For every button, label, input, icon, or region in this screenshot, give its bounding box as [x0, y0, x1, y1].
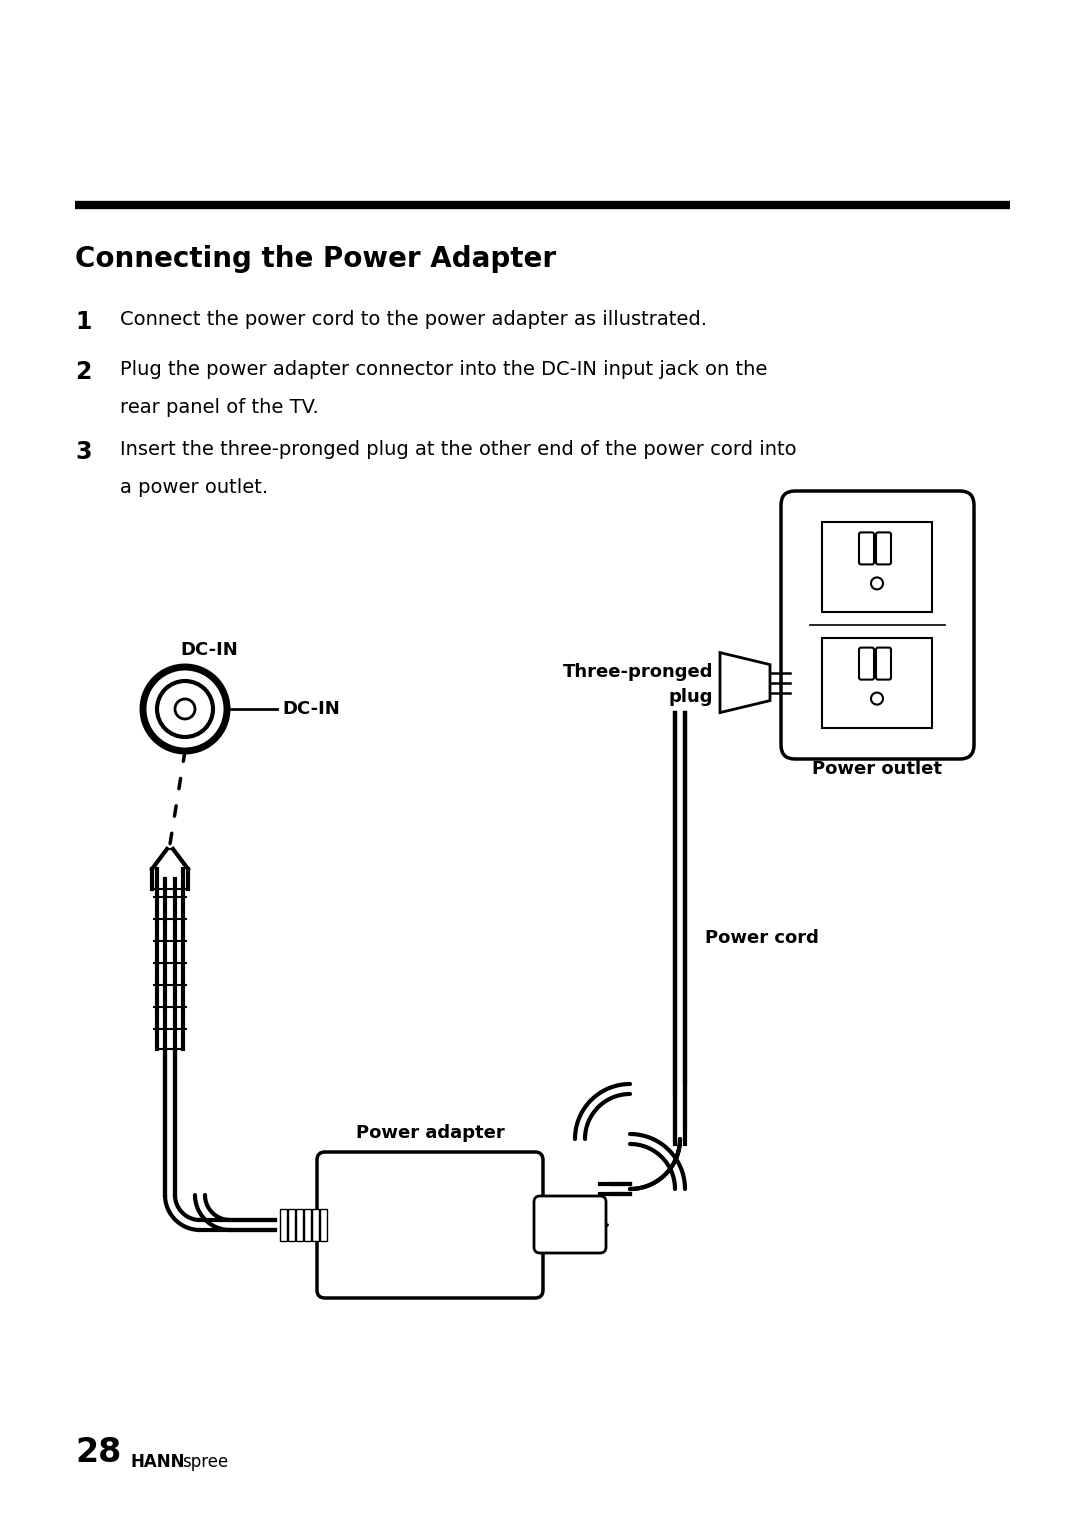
FancyBboxPatch shape [876, 532, 891, 564]
FancyBboxPatch shape [781, 491, 974, 758]
Text: Connect the power cord to the power adapter as illustrated.: Connect the power cord to the power adap… [120, 310, 707, 329]
Text: 2: 2 [75, 359, 92, 384]
Text: HANN: HANN [130, 1453, 185, 1471]
Polygon shape [320, 1209, 327, 1242]
Text: Power outlet: Power outlet [812, 760, 942, 778]
Text: 3: 3 [75, 440, 92, 463]
Text: rear panel of the TV.: rear panel of the TV. [120, 398, 319, 417]
Circle shape [870, 693, 883, 705]
Circle shape [175, 699, 195, 719]
Circle shape [143, 667, 227, 751]
Polygon shape [720, 653, 770, 713]
Circle shape [157, 680, 213, 737]
Text: a power outlet.: a power outlet. [120, 479, 268, 497]
FancyBboxPatch shape [822, 638, 932, 728]
FancyBboxPatch shape [534, 1196, 606, 1252]
Polygon shape [296, 1209, 303, 1242]
Text: Insert the three-pronged plug at the other end of the power cord into: Insert the three-pronged plug at the oth… [120, 440, 797, 459]
FancyBboxPatch shape [859, 648, 874, 679]
Circle shape [870, 578, 883, 589]
Polygon shape [280, 1209, 287, 1242]
Text: spree: spree [183, 1453, 228, 1471]
Polygon shape [288, 1209, 295, 1242]
Text: Power adapter: Power adapter [355, 1124, 504, 1142]
Polygon shape [303, 1209, 311, 1242]
Text: Three-pronged
plug: Three-pronged plug [563, 662, 713, 705]
Text: 28: 28 [75, 1436, 121, 1469]
Text: Connecting the Power Adapter: Connecting the Power Adapter [75, 245, 556, 274]
Text: Power cord: Power cord [705, 930, 819, 946]
FancyBboxPatch shape [318, 1151, 543, 1298]
FancyBboxPatch shape [859, 532, 874, 564]
Polygon shape [312, 1209, 319, 1242]
FancyBboxPatch shape [876, 648, 891, 679]
Text: 1: 1 [75, 310, 92, 333]
FancyBboxPatch shape [822, 523, 932, 613]
Text: DC-IN: DC-IN [282, 700, 340, 719]
Text: DC-IN: DC-IN [180, 641, 238, 659]
Text: Plug the power adapter connector into the DC-IN input jack on the: Plug the power adapter connector into th… [120, 359, 768, 379]
